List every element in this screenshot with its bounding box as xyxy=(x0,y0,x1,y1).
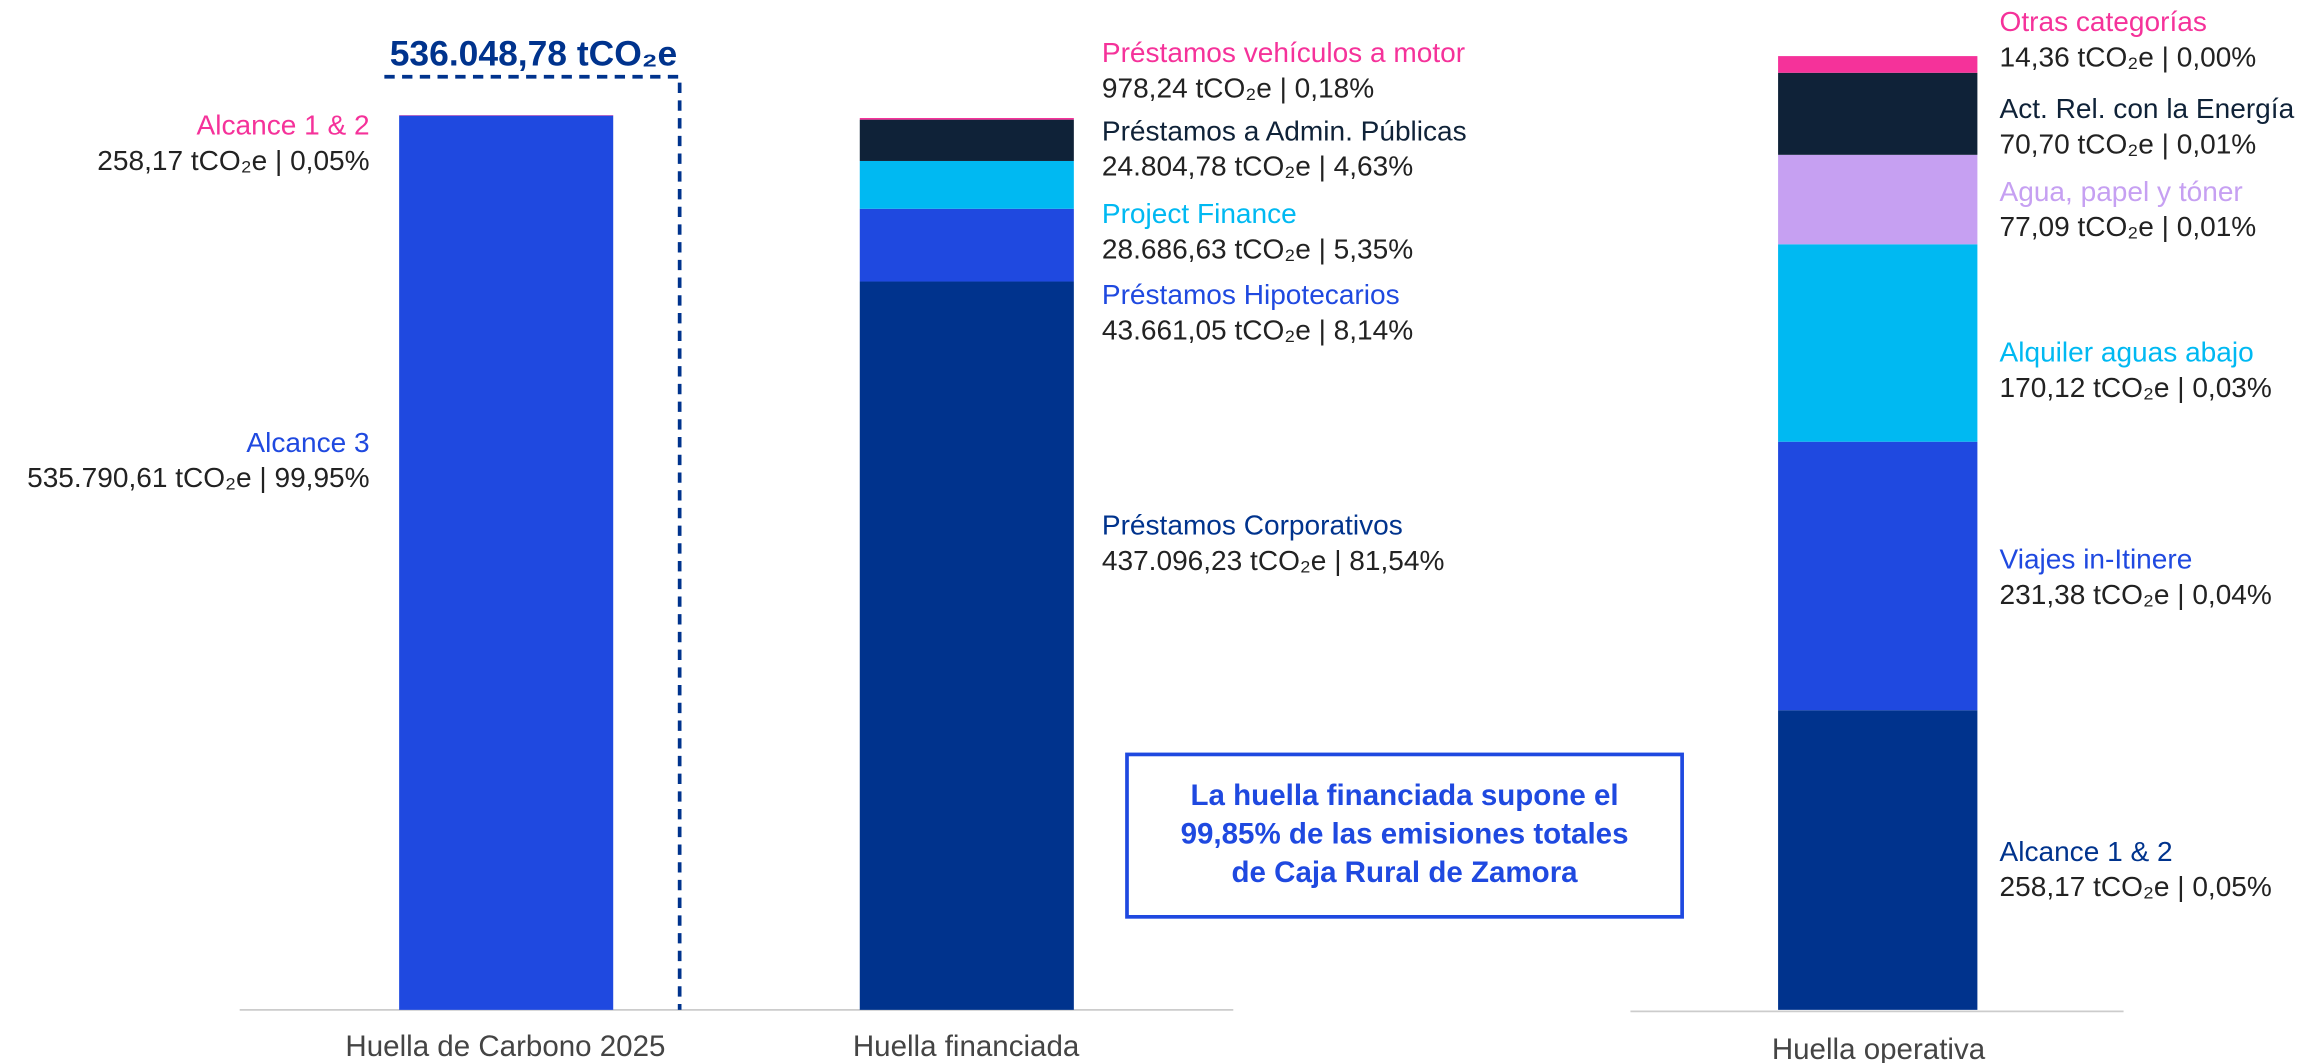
value-label: 24.804,78 tCO₂e | 4,63% xyxy=(1102,151,1413,182)
legend-label: Préstamos vehículos a motor xyxy=(1102,37,1465,68)
value-label: 14,36 tCO₂e | 0,00% xyxy=(2000,41,2257,72)
value-label: 258,17 tCO₂e | 0,05% xyxy=(2000,871,2272,902)
value-label: 43.661,05 tCO₂e | 8,14% xyxy=(1102,315,1413,346)
value-label: 70,70 tCO₂e | 0,01% xyxy=(2000,129,2257,160)
legend-label: Agua, papel y tóner xyxy=(2000,176,2243,207)
bar-segment xyxy=(859,119,1074,161)
bar-segment xyxy=(1778,154,1978,245)
value-label: 437.096,23 tCO₂e | 81,54% xyxy=(1102,545,1445,576)
legend-label: Otras categorías xyxy=(2000,6,2207,37)
note-text: 99,85% de las emisiones totales xyxy=(1181,817,1629,850)
value-label: 978,24 tCO₂e | 0,18% xyxy=(1102,72,1374,103)
legend-label: Act. Rel. con la Energía xyxy=(2000,93,2295,124)
x-tick-label: Huella financiada xyxy=(853,1030,1080,1063)
bar-segment xyxy=(1778,244,1978,442)
bar-segment xyxy=(859,208,1074,282)
legend-label: Project Finance xyxy=(1102,198,1297,229)
note-box xyxy=(1125,752,1684,919)
x-tick-label: Huella de Carbono 2025 xyxy=(345,1030,665,1063)
value-label: 77,09 tCO₂e | 0,01% xyxy=(2000,211,2257,242)
bar-segment xyxy=(1778,72,1978,155)
x-tick-label: Huella operativa xyxy=(1772,1033,1986,1063)
total-bracket xyxy=(384,74,682,1010)
value-label: 170,12 tCO₂e | 0,03% xyxy=(2000,372,2272,403)
note-text: La huella financiada supone el xyxy=(1191,779,1619,812)
value-label: 535.790,61 tCO₂e | 99,95% xyxy=(27,462,370,493)
bar-segment xyxy=(859,281,1074,1010)
total-label: 536.048,78 tCO₂e xyxy=(390,33,677,73)
value-label: 28.686,63 tCO₂e | 5,35% xyxy=(1102,233,1413,264)
legend-label: Préstamos Corporativos xyxy=(1102,509,1403,540)
bar-segment xyxy=(859,118,1074,120)
legend-label: Alcance 1 & 2 xyxy=(2000,836,2173,867)
legend-label: Viajes in-Itinere xyxy=(2000,543,2193,574)
bar-segment xyxy=(399,115,614,1010)
legend-label: Alcance 3 xyxy=(246,427,369,458)
legend-label: Préstamos a Admin. Públicas xyxy=(1102,115,1467,146)
bar-segment xyxy=(859,160,1074,209)
bar-segment xyxy=(1778,710,1978,1010)
legend-label: Alcance 1 & 2 xyxy=(197,109,370,140)
value-label: 258,17 tCO₂e | 0,05% xyxy=(97,145,369,176)
bar-segment xyxy=(1778,441,1978,711)
legend-label: Préstamos Hipotecarios xyxy=(1102,279,1400,310)
bar-segment xyxy=(1778,56,1978,73)
note-text: de Caja Rural de Zamora xyxy=(1232,856,1579,889)
value-label: 231,38 tCO₂e | 0,04% xyxy=(2000,579,2272,610)
legend-label: Alquiler aguas abajo xyxy=(2000,337,2254,368)
